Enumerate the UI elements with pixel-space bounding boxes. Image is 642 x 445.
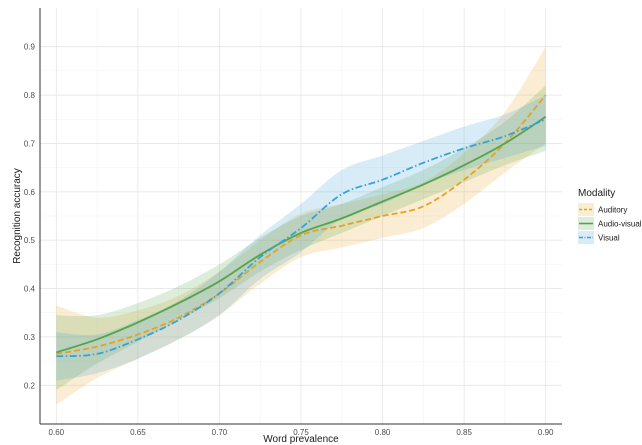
tick-labels: 0.60 0.65 0.70 0.75 0.80 0.85 0.90 0.2 0.3 0.4 0.5… <box>24 43 554 437</box>
y-tick-label: 0.3 <box>24 333 36 342</box>
x-tick-label: 0.75 <box>293 428 309 437</box>
legend-label: Auditory <box>598 206 627 215</box>
confidence-band-audio-visual <box>56 85 546 391</box>
y-tick-label: 0.4 <box>24 285 36 294</box>
confidence-bands <box>56 46 546 405</box>
confidence-band-visual <box>56 95 546 381</box>
series-line-visual <box>56 118 547 358</box>
legend: Modality Auditory Audio-visual Visual <box>578 188 642 244</box>
x-tick-label: 0.65 <box>130 428 146 437</box>
x-tick-label: 0.90 <box>538 428 554 437</box>
grid-lines <box>40 8 562 424</box>
x-tick-label: 0.60 <box>49 428 65 437</box>
x-tick-label: 0.85 <box>456 428 472 437</box>
y-tick-label: 0.8 <box>24 91 36 100</box>
legend-key-band <box>578 231 594 244</box>
x-axis-title: Word prevalence <box>263 434 339 445</box>
legend-label: Visual <box>598 234 620 243</box>
y-tick-label: 0.5 <box>24 236 36 245</box>
x-tick-label: 0.80 <box>375 428 391 437</box>
series-lines <box>56 94 547 358</box>
legend-label: Audio-visual <box>598 220 642 229</box>
y-tick-label: 0.7 <box>24 139 36 148</box>
legend-title: Modality <box>578 188 615 199</box>
y-tick-label: 0.6 <box>24 188 36 197</box>
y-axis-title: Recognition accuracy <box>12 168 23 264</box>
axes <box>39 8 562 425</box>
series-line-auditory <box>56 94 547 355</box>
x-tick-label: 0.70 <box>212 428 228 437</box>
y-tick-label: 0.2 <box>24 381 36 390</box>
y-tick-label: 0.9 <box>24 43 36 52</box>
confidence-band-auditory <box>56 46 546 405</box>
series-line-audio-visual <box>56 116 547 354</box>
